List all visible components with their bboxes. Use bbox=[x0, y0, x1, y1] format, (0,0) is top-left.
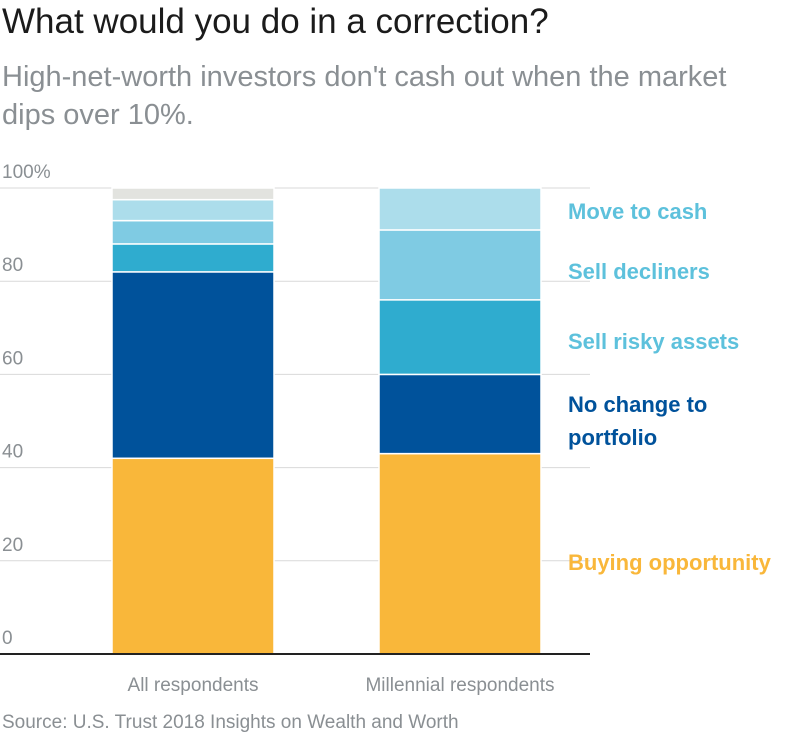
bar-segment-sell-risky-assets bbox=[111, 243, 275, 273]
bar-segment-no-change-to-portfolio bbox=[378, 373, 542, 455]
chart-subtitle: High-net-worth investors don't cash out … bbox=[2, 61, 727, 131]
x-tick-labels: All respondents Millennial respondents bbox=[128, 675, 555, 696]
y-tick-label: 40 bbox=[2, 442, 23, 463]
source-note: Source: U.S. Trust 2018 Insights on Weal… bbox=[2, 712, 459, 733]
bar-segment-sell-decliners bbox=[111, 219, 275, 245]
legend-label: Sell decliners bbox=[568, 259, 710, 284]
bar-segment-buying-opportunity bbox=[378, 452, 542, 655]
legend-label: Move to cash bbox=[568, 199, 707, 224]
legend-label: Buying opportunity bbox=[568, 550, 772, 575]
y-tick-label: 60 bbox=[2, 348, 23, 369]
legend-label: Sell risky assets bbox=[568, 329, 739, 354]
x-tick-label: Millennial respondents bbox=[365, 675, 554, 696]
y-tick-label: 80 bbox=[2, 255, 23, 276]
bar-segment-sell-decliners bbox=[378, 229, 542, 301]
y-tick-labels: 0 20 40 60 80 100% bbox=[2, 162, 51, 649]
legend-label: No change to portfolio bbox=[568, 392, 707, 450]
bar-segment-other bbox=[111, 187, 275, 201]
y-tick-label: 20 bbox=[2, 535, 23, 556]
y-tick-label: 0 bbox=[2, 628, 13, 649]
y-tick-label: 100% bbox=[2, 162, 51, 183]
chart-title: What would you do in a correction? bbox=[2, 2, 549, 41]
bars bbox=[111, 187, 542, 655]
bar-segment-sell-risky-assets bbox=[378, 299, 542, 376]
bar-segment-no-change-to-portfolio bbox=[111, 271, 275, 460]
bar-segment-move-to-cash bbox=[378, 187, 542, 231]
bar-segment-buying-opportunity bbox=[111, 457, 275, 655]
x-tick-label: All respondents bbox=[128, 675, 259, 696]
bar-segment-move-to-cash bbox=[111, 198, 275, 222]
legend: Move to cash Sell decliners Sell risky ass… bbox=[568, 199, 772, 575]
